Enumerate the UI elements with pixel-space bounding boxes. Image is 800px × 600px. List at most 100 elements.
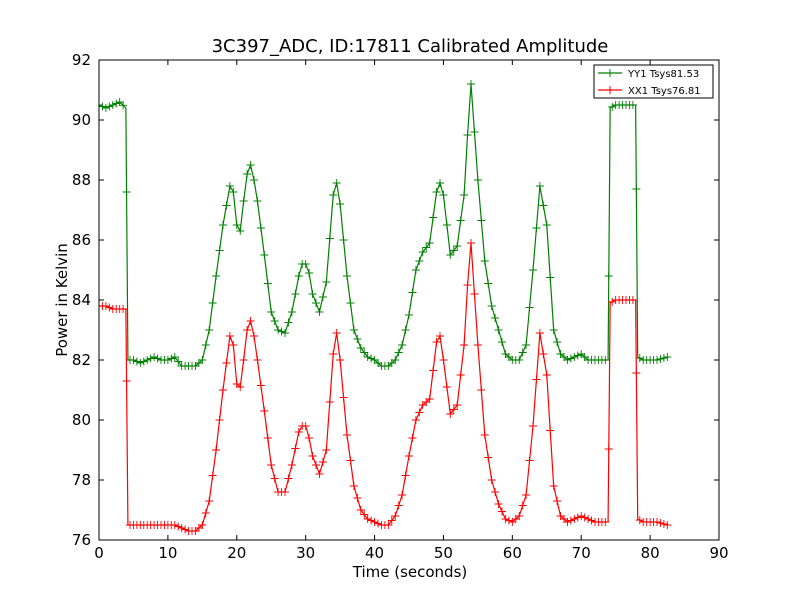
data-point-marker xyxy=(343,272,351,280)
data-point-marker xyxy=(308,452,317,460)
data-point-marker xyxy=(480,431,489,439)
data-point-marker xyxy=(460,191,469,199)
data-point-marker xyxy=(570,515,579,523)
data-point-marker xyxy=(398,341,407,349)
data-point-marker xyxy=(208,471,217,480)
legend-marker xyxy=(606,86,614,94)
data-point-marker xyxy=(270,317,279,325)
data-point-marker xyxy=(525,456,534,465)
data-point-marker xyxy=(529,266,537,274)
data-point-marker xyxy=(129,356,138,364)
data-point-marker xyxy=(318,458,327,466)
data-point-marker xyxy=(360,348,369,357)
y-tick-label: 84 xyxy=(72,291,91,309)
series-layer xyxy=(99,80,672,535)
data-point-marker xyxy=(322,446,331,454)
data-point-marker xyxy=(659,520,668,528)
data-point-marker xyxy=(253,356,262,364)
data-point-marker xyxy=(322,278,331,286)
data-point-marker xyxy=(484,453,493,462)
data-point-marker xyxy=(432,188,441,196)
data-point-marker xyxy=(484,279,493,288)
y-tick-label: 82 xyxy=(72,351,91,369)
x-axis: 0 10 20 30 40 50 60 70 80 90 xyxy=(94,60,729,562)
data-point-marker xyxy=(256,224,265,232)
data-point-marker xyxy=(260,407,269,415)
data-point-marker xyxy=(411,266,420,274)
data-point-marker xyxy=(394,501,403,510)
data-point-marker xyxy=(281,488,289,496)
data-point-marker xyxy=(387,516,396,525)
data-point-marker xyxy=(498,507,506,516)
legend-box xyxy=(593,64,714,99)
data-point-marker xyxy=(553,338,562,346)
data-point-marker xyxy=(401,471,410,480)
data-point-marker xyxy=(604,445,613,453)
data-point-marker xyxy=(291,444,300,453)
data-point-marker xyxy=(580,513,589,522)
data-point-marker xyxy=(139,357,148,366)
data-point-marker xyxy=(632,185,641,193)
y-tick-label: 92 xyxy=(72,51,91,69)
y-tick-label: 90 xyxy=(72,111,91,129)
x-tick-label: 60 xyxy=(503,544,522,562)
data-point-marker xyxy=(542,371,551,379)
data-point-marker xyxy=(515,356,524,364)
x-tick-label: 80 xyxy=(641,544,660,562)
data-point-marker xyxy=(467,80,475,88)
data-point-marker xyxy=(108,101,117,109)
y-tick-label: 86 xyxy=(72,231,91,249)
data-point-marker xyxy=(529,422,537,430)
data-point-marker xyxy=(294,428,303,436)
data-point-marker xyxy=(539,201,548,210)
data-point-marker xyxy=(546,273,555,282)
data-point-marker xyxy=(243,326,252,334)
data-point-marker xyxy=(553,497,562,505)
data-point-marker xyxy=(391,356,400,364)
data-point-marker xyxy=(325,398,334,406)
data-point-marker xyxy=(363,515,372,523)
data-point-marker xyxy=(246,161,255,169)
data-point-marker xyxy=(150,353,159,361)
data-point-marker xyxy=(656,355,665,363)
y-tick-label: 76 xyxy=(72,531,91,549)
data-point-marker xyxy=(229,188,238,196)
data-point-marker xyxy=(201,509,210,517)
data-point-marker xyxy=(535,182,544,190)
data-point-marker xyxy=(663,353,672,361)
data-point-marker xyxy=(456,216,465,225)
series-yy1 xyxy=(99,80,672,370)
data-point-marker xyxy=(287,308,296,316)
data-point-marker xyxy=(305,434,314,442)
legend-marker xyxy=(606,69,614,77)
data-point-marker xyxy=(566,516,575,525)
x-tick-label: 10 xyxy=(158,544,177,562)
data-point-marker xyxy=(222,201,231,210)
data-point-marker xyxy=(408,434,417,442)
data-point-marker xyxy=(573,351,582,360)
data-point-marker xyxy=(315,308,324,316)
data-point-marker xyxy=(467,239,475,247)
data-point-marker xyxy=(518,348,527,357)
data-point-marker xyxy=(101,302,110,310)
data-point-marker xyxy=(463,281,472,289)
data-point-marker xyxy=(167,354,176,363)
data-point-marker xyxy=(246,317,255,325)
data-point-marker xyxy=(274,326,283,334)
data-point-marker xyxy=(477,216,486,225)
data-point-marker xyxy=(608,297,617,306)
data-point-marker xyxy=(442,383,451,391)
data-point-marker xyxy=(294,272,303,280)
x-tick-label: 70 xyxy=(572,544,591,562)
data-point-marker xyxy=(205,326,214,334)
data-point-marker xyxy=(101,104,110,112)
legend: YY1 Tsys81.53 XX1 Tsys76.81 xyxy=(593,64,714,99)
data-point-marker xyxy=(219,221,227,229)
data-point-marker xyxy=(460,341,469,349)
data-point-marker xyxy=(470,128,479,136)
data-point-marker xyxy=(494,326,503,334)
data-point-marker xyxy=(473,341,482,349)
data-point-marker xyxy=(494,500,503,508)
data-point-marker xyxy=(601,518,610,526)
